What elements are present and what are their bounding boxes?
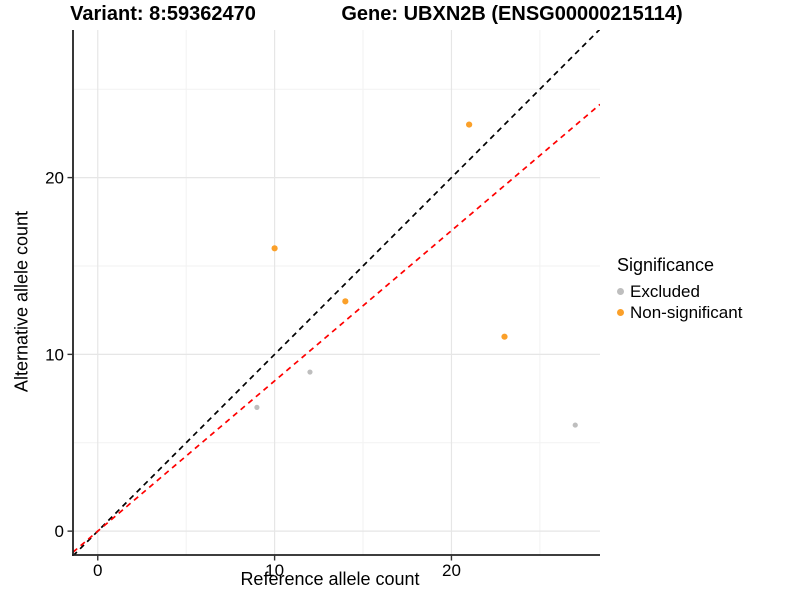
x-tick-label: 20 bbox=[442, 561, 461, 580]
y-tick-label: 0 bbox=[55, 522, 64, 541]
variant-title: Variant: 8:59362470 bbox=[70, 3, 256, 25]
gene-title: Gene: UBXN2B (ENSG00000215114) bbox=[341, 3, 683, 25]
y-tick-label: 20 bbox=[45, 169, 64, 188]
legend-item-label: Excluded bbox=[630, 281, 700, 301]
legend: Significance Excluded Non-significant bbox=[617, 255, 742, 324]
legend-item-excluded: Excluded bbox=[617, 282, 742, 301]
data-point-non-significant bbox=[501, 333, 508, 340]
x-axis-title: Reference allele count bbox=[240, 569, 420, 589]
y-axis-title: Alternative allele count bbox=[11, 210, 32, 393]
data-point-non-significant bbox=[271, 245, 278, 252]
legend-item-label: Non-significant bbox=[630, 302, 743, 322]
legend-item-non-significant: Non-significant bbox=[617, 303, 742, 322]
data-point-non-significant bbox=[342, 298, 349, 305]
identity-line bbox=[73, 30, 600, 555]
excluded-dot-icon bbox=[617, 288, 624, 295]
data-point-excluded bbox=[572, 422, 578, 428]
expected-ratio-line bbox=[73, 103, 600, 553]
x-tick-label: 0 bbox=[93, 561, 102, 580]
data-point-excluded bbox=[254, 404, 260, 410]
data-point-non-significant bbox=[466, 121, 473, 128]
x-tick-label: 10 bbox=[265, 561, 284, 580]
non-significant-dot-icon bbox=[617, 309, 624, 316]
y-tick-label: 10 bbox=[45, 345, 64, 364]
data-point-excluded bbox=[307, 369, 313, 375]
legend-title: Significance bbox=[617, 255, 715, 275]
